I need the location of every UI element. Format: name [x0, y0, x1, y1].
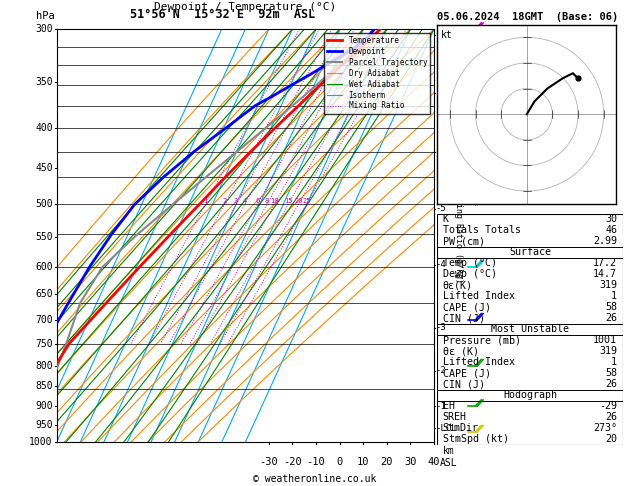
Text: -2: -2 — [436, 366, 447, 375]
Text: 2.99: 2.99 — [593, 236, 617, 246]
Text: 1001: 1001 — [593, 335, 617, 345]
Text: 0: 0 — [337, 457, 343, 467]
Text: Pressure (mb): Pressure (mb) — [443, 335, 521, 345]
Text: -30: -30 — [260, 457, 278, 467]
Text: -8: -8 — [436, 30, 447, 39]
Text: CIN (J): CIN (J) — [443, 379, 485, 389]
Text: kt: kt — [441, 30, 452, 40]
Text: PW (cm): PW (cm) — [443, 236, 485, 246]
Text: 20: 20 — [381, 457, 393, 467]
Text: 950: 950 — [35, 419, 53, 430]
Text: 26: 26 — [605, 379, 617, 389]
Text: 700: 700 — [35, 315, 53, 325]
Text: 05.06.2024  18GMT  (Base: 06): 05.06.2024 18GMT (Base: 06) — [437, 12, 618, 22]
Text: Dewpoint / Temperature (°C): Dewpoint / Temperature (°C) — [154, 2, 337, 12]
Text: 319: 319 — [599, 280, 617, 290]
Text: Hodograph: Hodograph — [503, 390, 557, 400]
Text: 15: 15 — [284, 198, 292, 205]
Text: 450: 450 — [35, 163, 53, 174]
Text: 550: 550 — [35, 232, 53, 242]
Text: 400: 400 — [35, 123, 53, 133]
Text: Surface: Surface — [509, 247, 551, 257]
Text: 40: 40 — [428, 457, 440, 467]
Text: 900: 900 — [35, 401, 53, 411]
Text: 26: 26 — [605, 412, 617, 422]
Text: 650: 650 — [35, 290, 53, 299]
Text: 6: 6 — [255, 198, 260, 205]
Text: 1000: 1000 — [30, 437, 53, 447]
Text: 800: 800 — [35, 361, 53, 371]
Text: 4: 4 — [243, 198, 247, 205]
Text: -1: -1 — [436, 401, 447, 411]
Text: 500: 500 — [35, 199, 53, 209]
Text: 20: 20 — [294, 198, 303, 205]
Text: 850: 850 — [35, 382, 53, 392]
Legend: Temperature, Dewpoint, Parcel Trajectory, Dry Adiabat, Wet Adiabat, Isotherm, Mi: Temperature, Dewpoint, Parcel Trajectory… — [324, 33, 430, 114]
Text: -10: -10 — [307, 457, 325, 467]
Text: CIN (J): CIN (J) — [443, 313, 485, 323]
Text: 350: 350 — [35, 77, 53, 87]
Text: 30: 30 — [605, 214, 617, 225]
Text: StmDir: StmDir — [443, 423, 479, 433]
Text: 51°56'N  15°32'E  92m  ASL: 51°56'N 15°32'E 92m ASL — [130, 8, 315, 21]
Text: 10: 10 — [270, 198, 279, 205]
Text: 58: 58 — [605, 302, 617, 312]
Text: -7: -7 — [436, 88, 447, 97]
Text: -3: -3 — [436, 323, 447, 332]
Text: 319: 319 — [599, 346, 617, 356]
Text: 20: 20 — [605, 434, 617, 444]
Text: EH: EH — [443, 401, 455, 411]
Text: 1: 1 — [611, 357, 617, 367]
Text: StmSpd (kt): StmSpd (kt) — [443, 434, 509, 444]
Text: 273°: 273° — [593, 423, 617, 433]
Text: 2: 2 — [222, 198, 226, 205]
Text: 14.7: 14.7 — [593, 269, 617, 279]
Text: © weatheronline.co.uk: © weatheronline.co.uk — [253, 473, 376, 484]
Text: Totals Totals: Totals Totals — [443, 226, 521, 235]
Text: Lifted Index: Lifted Index — [443, 357, 515, 367]
Text: -LCL: -LCL — [436, 424, 457, 433]
Text: Mixing Ratio (g/kg): Mixing Ratio (g/kg) — [454, 188, 463, 283]
Text: Dewp (°C): Dewp (°C) — [443, 269, 497, 279]
Text: 30: 30 — [404, 457, 416, 467]
Text: θε(K): θε(K) — [443, 280, 473, 290]
Text: 8: 8 — [265, 198, 269, 205]
Text: 750: 750 — [35, 339, 53, 348]
Text: 1: 1 — [611, 291, 617, 301]
Text: 46: 46 — [605, 226, 617, 235]
Text: CAPE (J): CAPE (J) — [443, 302, 491, 312]
Text: 58: 58 — [605, 368, 617, 378]
Text: θε (K): θε (K) — [443, 346, 479, 356]
Text: -5: -5 — [436, 204, 447, 213]
Text: 1: 1 — [203, 198, 208, 205]
Text: -20: -20 — [283, 457, 302, 467]
Text: Temp (°C): Temp (°C) — [443, 258, 497, 268]
Text: 17.2: 17.2 — [593, 258, 617, 268]
Text: 600: 600 — [35, 262, 53, 272]
Text: 3: 3 — [234, 198, 238, 205]
Text: 26: 26 — [605, 313, 617, 323]
Text: hPa: hPa — [36, 11, 55, 21]
Text: 10: 10 — [357, 457, 369, 467]
Text: SREH: SREH — [443, 412, 467, 422]
Text: Most Unstable: Most Unstable — [491, 324, 569, 334]
Text: K: K — [443, 214, 448, 225]
Text: CAPE (J): CAPE (J) — [443, 368, 491, 378]
Text: -6: -6 — [436, 147, 447, 156]
Text: -29: -29 — [599, 401, 617, 411]
Text: km
ASL: km ASL — [440, 446, 458, 468]
Text: Lifted Index: Lifted Index — [443, 291, 515, 301]
Text: 300: 300 — [35, 24, 53, 34]
Text: -4: -4 — [436, 260, 447, 269]
Text: 25: 25 — [302, 198, 311, 205]
